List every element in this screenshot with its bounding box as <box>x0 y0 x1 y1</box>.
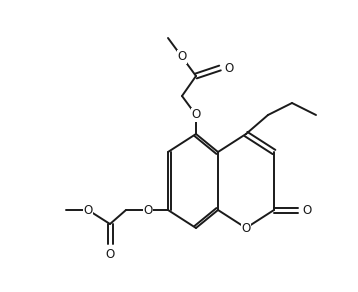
Text: O: O <box>143 204 153 216</box>
Text: O: O <box>224 62 234 74</box>
Text: O: O <box>105 248 115 260</box>
Text: O: O <box>177 51 187 63</box>
Text: O: O <box>192 109 200 121</box>
Text: O: O <box>83 204 93 216</box>
Text: O: O <box>303 204 311 216</box>
Text: O: O <box>241 222 251 234</box>
